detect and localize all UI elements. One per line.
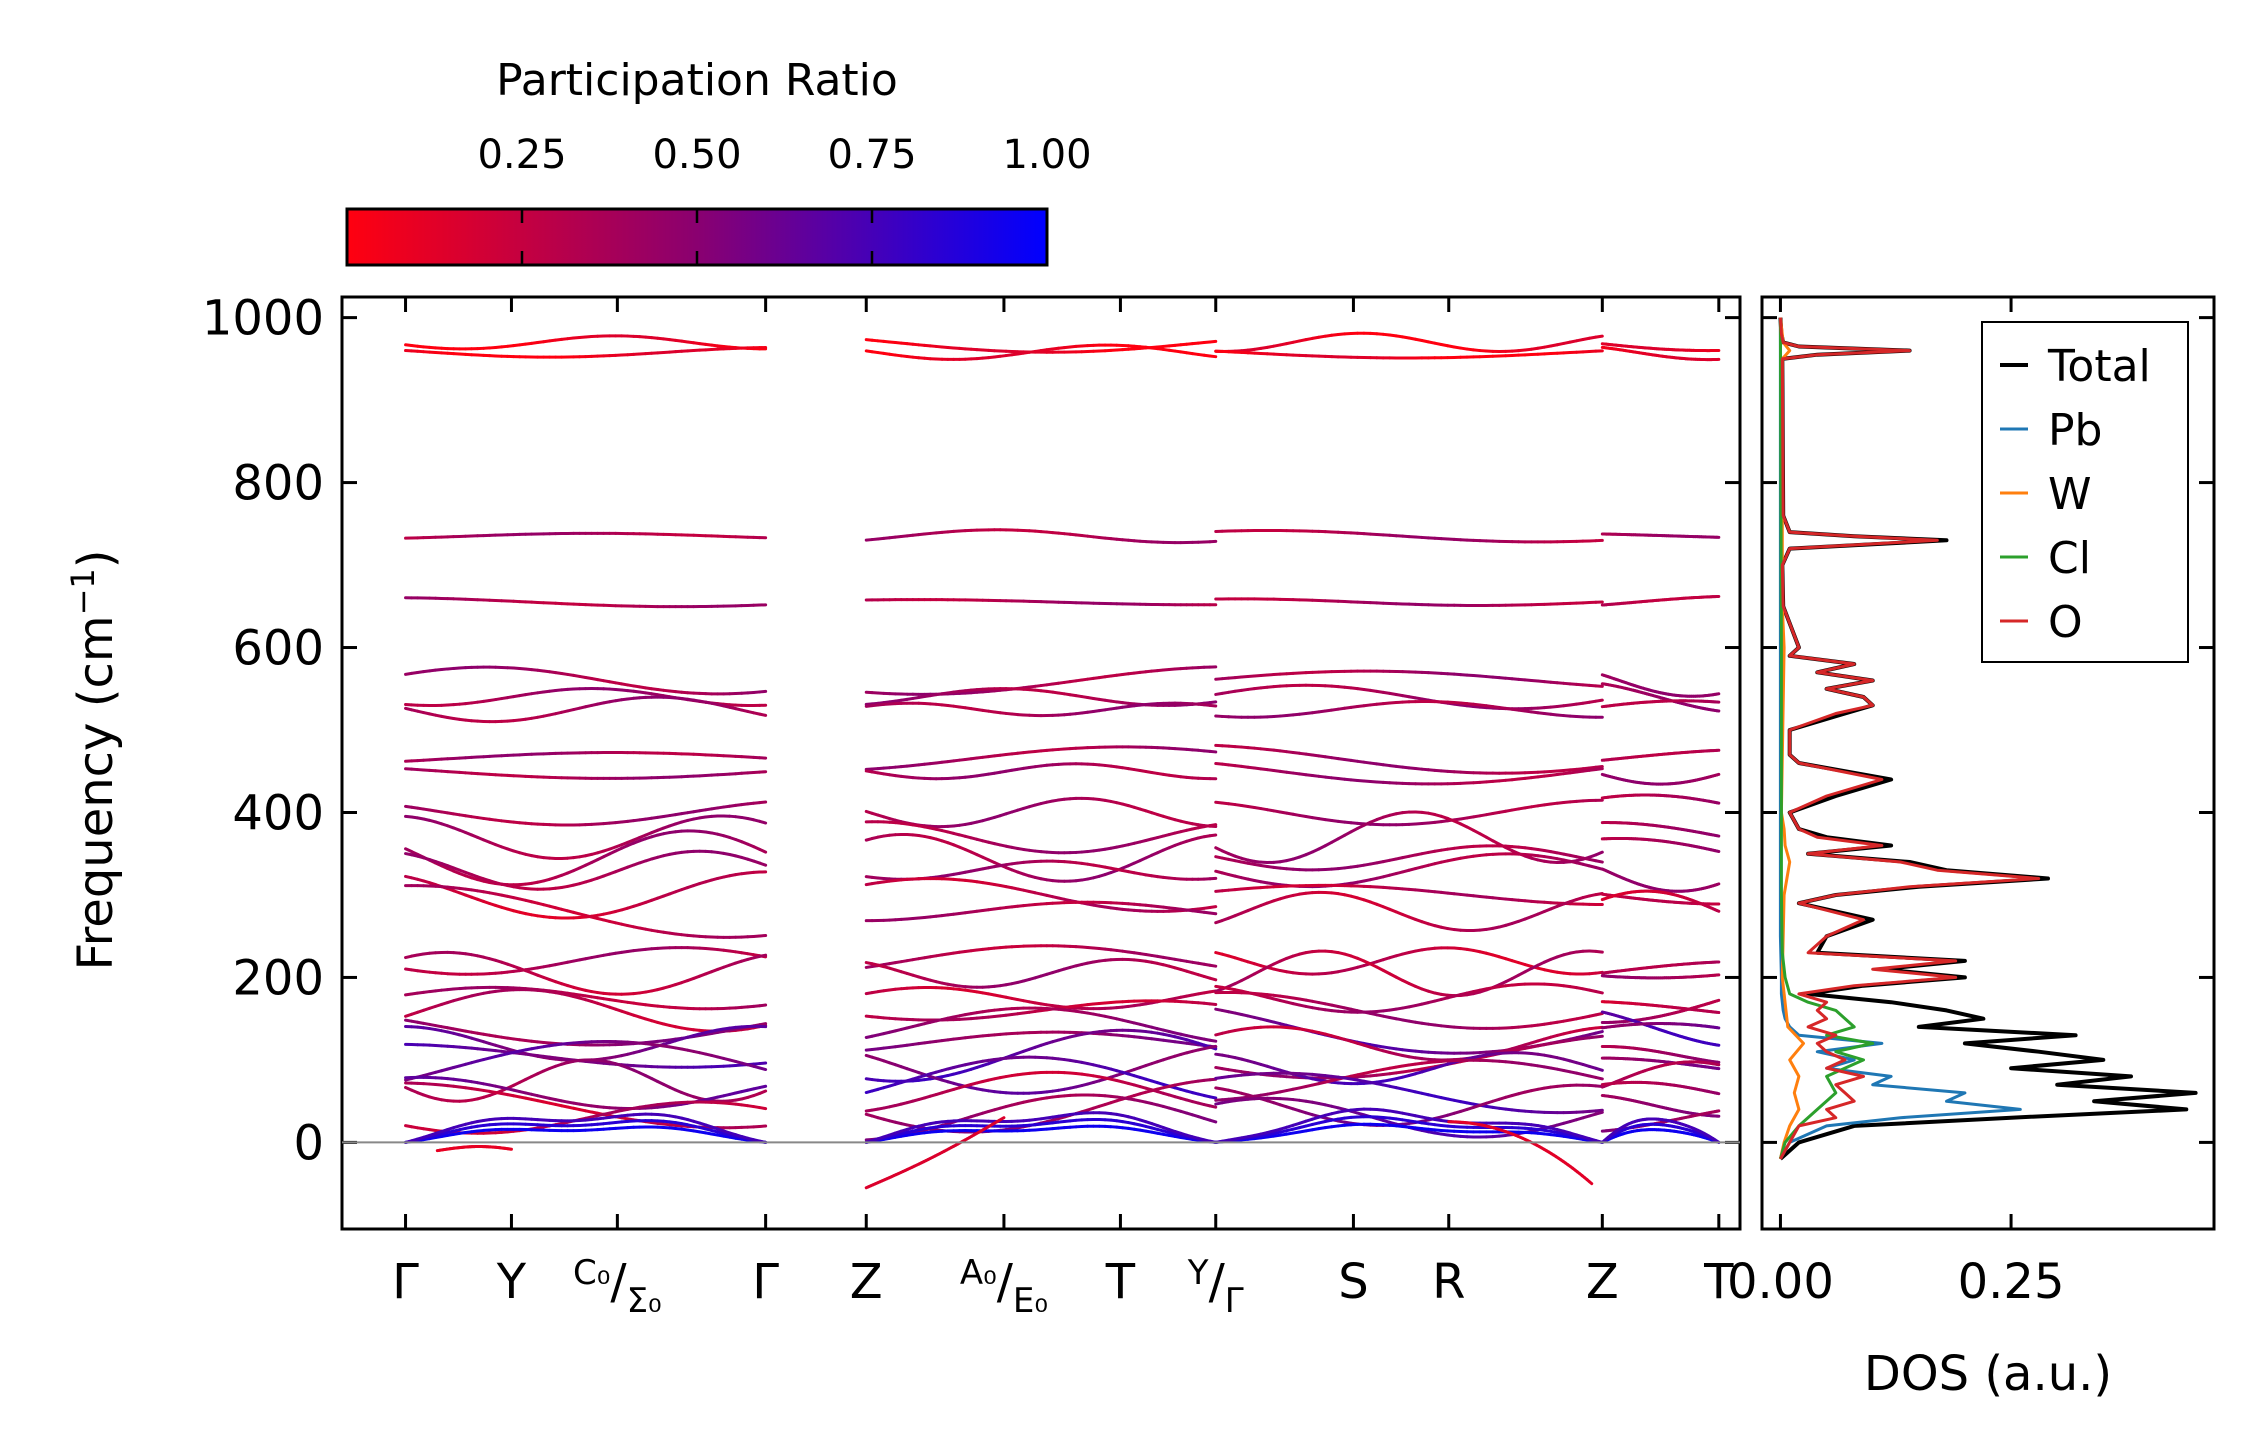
colorbar-title: Participation Ratio	[496, 55, 898, 106]
band-line	[1208, 354, 1218, 359]
colorbar-tick-label: 0.75	[827, 132, 916, 178]
band-line	[758, 819, 768, 825]
band-line	[758, 689, 768, 694]
band-line	[758, 1066, 768, 1072]
band-line	[1208, 963, 1218, 968]
band-line	[758, 1089, 768, 1095]
band-line	[758, 1084, 768, 1090]
band-line	[1208, 1002, 1218, 1006]
band-line	[1208, 823, 1218, 828]
band-line	[1208, 905, 1218, 910]
band-line	[758, 847, 768, 854]
colorbar-ticks: 0.25 0.50 0.75 1.00	[477, 132, 1092, 265]
colorbar-tick-label: 1.00	[1002, 132, 1091, 178]
band-line	[1208, 703, 1218, 708]
band-line	[1208, 1044, 1218, 1049]
colorbar-tick-label: 0.25	[477, 132, 566, 178]
band-line	[1594, 765, 1604, 769]
band-line	[1208, 833, 1218, 838]
band-line	[1594, 850, 1604, 857]
band-line	[758, 800, 768, 805]
colorbar: Participation Ratio 0.25 0.50 0.75 1.00	[345, 55, 1092, 267]
band-line	[1208, 1104, 1218, 1109]
band-line	[758, 953, 768, 958]
band-line	[758, 1061, 768, 1066]
band-line	[1208, 700, 1218, 705]
band-line	[1208, 1095, 1218, 1100]
band-line	[1594, 949, 1604, 954]
band-line	[758, 933, 768, 938]
band-line	[1594, 1012, 1604, 1017]
band-line	[758, 1003, 768, 1008]
band-line	[1208, 749, 1218, 754]
colorbar-tick-label: 0.50	[652, 132, 741, 178]
band-lines	[404, 331, 1721, 1190]
band-line	[1594, 1066, 1604, 1072]
band-line	[1594, 1034, 1604, 1039]
band-line	[1208, 339, 1218, 344]
band-line	[1594, 1030, 1604, 1035]
band-line	[1594, 698, 1604, 703]
band-line	[1208, 1038, 1218, 1043]
band-line	[758, 1022, 768, 1027]
band-line	[1208, 911, 1218, 916]
band-line	[1208, 976, 1218, 982]
band-line	[758, 712, 768, 717]
band-line	[1208, 1118, 1218, 1124]
band-line	[1594, 989, 1604, 995]
band-line	[1594, 767, 1604, 771]
band-line	[1594, 859, 1604, 864]
band-line	[758, 1106, 768, 1111]
band-line	[1594, 334, 1604, 339]
band-line	[758, 861, 768, 867]
